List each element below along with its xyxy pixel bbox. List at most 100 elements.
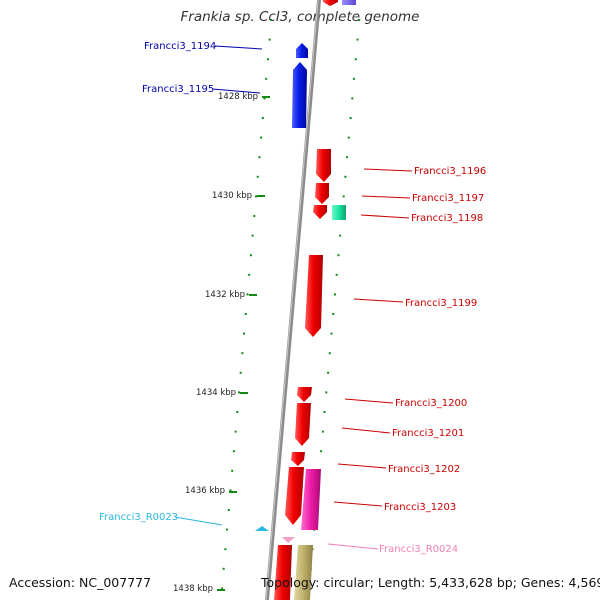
scale-tick xyxy=(222,567,225,570)
gene-feature-francci3-1197[interactable] xyxy=(315,183,329,204)
gene-feature-francci3-1203[interactable] xyxy=(285,467,304,525)
genome-backbone-highlight xyxy=(265,0,319,600)
accession-text: Accession: NC_007777 xyxy=(9,575,152,590)
scale-label: 1432 kbp xyxy=(205,290,245,300)
scale-tick xyxy=(265,77,268,80)
scale-tick xyxy=(236,411,239,413)
scale-tick xyxy=(325,391,328,394)
scale-tick xyxy=(221,587,223,590)
gene-label-francci3-1199[interactable]: Francci3_1199 xyxy=(405,298,477,309)
scale-tick xyxy=(358,19,361,21)
scale-tick xyxy=(234,430,237,433)
scale-tick xyxy=(261,117,264,119)
gene-feature-francci3-1199[interactable] xyxy=(305,255,323,337)
gene-feature-francci3-1196[interactable] xyxy=(316,149,331,182)
scale-tick xyxy=(346,156,349,159)
scale-tick xyxy=(227,509,230,511)
scale-tick xyxy=(258,156,261,159)
scale-labels: 1428 kbp 1430 kbp 1432 kbp 1434 kbp 1436… xyxy=(173,92,258,594)
scale-tick xyxy=(229,489,232,492)
scale-tick xyxy=(356,38,359,41)
gene-label-francci3-r0023[interactable]: Francci3_R0023 xyxy=(99,512,178,523)
gene-label-francci3-1196[interactable]: Francci3_1196 xyxy=(414,166,486,177)
scale-tick xyxy=(320,450,323,453)
gene-feature-francci3-1202[interactable] xyxy=(291,452,305,466)
scale-tick xyxy=(232,450,235,453)
gene-feature-magenta[interactable] xyxy=(301,469,321,530)
gene-label-francci3-1203[interactable]: Francci3_1203 xyxy=(384,502,456,513)
gene-feature-bottom-tan[interactable] xyxy=(294,545,313,600)
scale-tick xyxy=(332,313,335,315)
gene-label-francci3-1201[interactable]: Francci3_1201 xyxy=(392,428,464,439)
scale-tick xyxy=(263,97,266,100)
gene-features xyxy=(255,0,356,600)
gene-feature-francci3-1201[interactable] xyxy=(295,403,311,446)
topology-text: Topology: circular; Length: 5,433,628 bp… xyxy=(261,575,600,590)
gene-label-francci3-1195[interactable]: Francci3_1195 xyxy=(142,84,214,95)
gene-feature-francci3-1198[interactable] xyxy=(332,205,346,220)
scale-tick xyxy=(323,411,326,413)
gene-label-francci3-r0024[interactable]: Francci3_R0024 xyxy=(379,544,458,555)
gene-label-francci3-1197[interactable]: Francci3_1197 xyxy=(412,193,484,204)
scale-tick xyxy=(224,548,227,551)
scale-tick xyxy=(268,38,271,41)
scale-tick xyxy=(256,175,259,178)
scale-tick xyxy=(349,117,352,119)
scale-label-marks xyxy=(217,96,270,591)
scale-tick xyxy=(226,528,229,531)
scale-tick xyxy=(239,371,242,374)
scale-tick xyxy=(249,254,252,257)
gene-feature-francci3-r0023[interactable] xyxy=(255,526,269,531)
scale-tick xyxy=(330,332,333,335)
scale-label: 1436 kbp xyxy=(185,486,225,496)
scale-tick xyxy=(238,391,240,394)
scale-tick xyxy=(253,215,256,217)
scale-ticks-left xyxy=(221,19,273,590)
gene-feature-francci3-1194[interactable] xyxy=(296,43,308,58)
scale-tick xyxy=(334,293,336,296)
gene-feature-partial-purple[interactable] xyxy=(342,0,356,5)
scale-tick xyxy=(266,58,269,61)
scale-tick xyxy=(251,234,254,237)
scale-tick xyxy=(241,352,244,355)
scale-tick xyxy=(270,19,273,21)
gene-label-francci3-1194[interactable]: Francci3_1194 xyxy=(144,41,216,52)
gene-labels: Francci3_1194 Francci3_1195 Francci3_119… xyxy=(99,41,486,555)
scale-tick xyxy=(337,254,340,257)
scale-tick xyxy=(342,195,345,198)
scale-tick xyxy=(246,293,249,296)
scale-tick xyxy=(339,234,342,237)
scale-tick xyxy=(328,352,331,355)
scale-tick xyxy=(344,175,347,178)
gene-feature-francci3-1197b[interactable] xyxy=(313,205,327,219)
gene-feature-francci3-1195[interactable] xyxy=(292,62,307,128)
gene-feature-francci3-r0024[interactable] xyxy=(282,537,295,543)
scale-label: 1434 kbp xyxy=(196,388,236,398)
label-leader-lines xyxy=(174,45,413,550)
scale-tick xyxy=(354,58,357,61)
scale-tick xyxy=(248,273,251,276)
scale-tick xyxy=(244,313,247,315)
scale-tick xyxy=(255,195,257,198)
scale-tick xyxy=(260,136,263,139)
gene-feature-francci3-1200[interactable] xyxy=(297,387,312,402)
scale-tick xyxy=(351,97,354,100)
scale-tick xyxy=(231,469,234,472)
scale-tick xyxy=(243,332,246,335)
gene-feature-bottom-red[interactable] xyxy=(274,545,292,600)
scale-tick xyxy=(353,77,355,80)
scale-label: 1438 kbp xyxy=(173,584,213,594)
gene-label-francci3-1200[interactable]: Francci3_1200 xyxy=(395,398,467,409)
genome-backbone xyxy=(265,0,321,600)
gene-feature-partial-red[interactable] xyxy=(323,0,338,6)
scale-tick xyxy=(321,430,324,433)
scale-label: 1428 kbp xyxy=(218,92,258,102)
scale-tick xyxy=(327,371,330,374)
scale-tick xyxy=(347,136,350,139)
gene-label-francci3-1202[interactable]: Francci3_1202 xyxy=(388,464,460,475)
gene-label-francci3-1198[interactable]: Francci3_1198 xyxy=(411,213,483,224)
scale-label: 1430 kbp xyxy=(212,191,252,201)
scale-tick xyxy=(335,273,338,276)
